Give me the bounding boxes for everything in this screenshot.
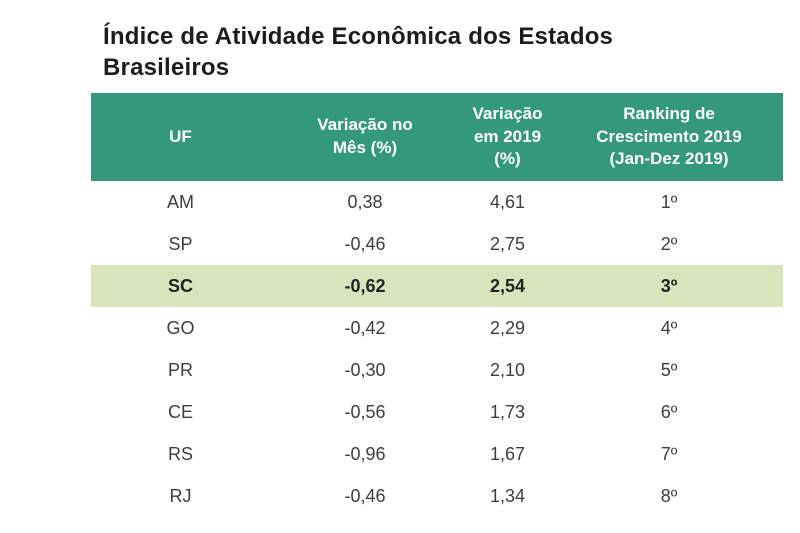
variacao-mes-cell: -0,96 (344, 443, 386, 464)
uf-cell: RJ (169, 485, 192, 506)
variacao-mes-cell: -0,42 (344, 317, 386, 338)
variacao-2019-cell: 2,54 (489, 275, 526, 296)
ranking-cell: 2º (660, 233, 678, 254)
column-header-variacao-mes: Variação no Mês (%) (317, 115, 413, 157)
column-header-variacao-2019: Variação em 2019 (%) (472, 103, 543, 169)
table-row: CE -0,56 1,73 6º (91, 391, 783, 433)
ranking-cell: 3º (660, 275, 678, 296)
ranking-cell: 8º (660, 485, 678, 506)
ranking-cell: 1º (660, 191, 678, 212)
table-row: PR -0,30 2,10 5º (91, 349, 783, 391)
variacao-2019-cell: 2,75 (489, 233, 526, 254)
variacao-mes-cell: -0,56 (344, 401, 386, 422)
ranking-cell: 4º (660, 317, 678, 338)
table-row: GO -0,42 2,29 4º (91, 307, 783, 349)
uf-cell: CE (167, 401, 193, 422)
variacao-2019-cell: 1,34 (489, 485, 526, 506)
table-body: AM 0,38 4,61 1º SP -0,46 2,75 2º SC -0,62 2,54 3º GO… (91, 181, 783, 517)
ranking-cell: 5º (660, 359, 678, 380)
variacao-2019-cell: 2,29 (489, 317, 526, 338)
variacao-mes-cell: 0,38 (347, 191, 383, 212)
variacao-mes-cell: -0,62 (344, 275, 386, 296)
variacao-2019-cell: 4,61 (489, 191, 526, 212)
table-header-row: UF Variação no Mês (%) Variação em 2019 … (91, 93, 783, 181)
uf-cell: SC (167, 275, 193, 296)
variacao-2019-cell: 1,73 (489, 401, 526, 422)
economic-activity-table: UF Variação no Mês (%) Variação em 2019 … (91, 93, 783, 517)
variacao-mes-cell: -0,46 (344, 485, 386, 506)
table-row: RJ -0,46 1,34 8º (91, 475, 783, 517)
variacao-mes-cell: -0,46 (344, 233, 386, 254)
table-row-highlighted: SC -0,62 2,54 3º (91, 265, 783, 307)
column-header-ranking: Ranking de Crescimento 2019 (Jan-Dez 201… (596, 103, 742, 169)
uf-cell: GO (166, 317, 195, 338)
table-row: SP -0,46 2,75 2º (91, 223, 783, 265)
column-header-uf: UF (169, 126, 192, 146)
table-row: AM 0,38 4,61 1º (91, 181, 783, 223)
variacao-mes-cell: -0,30 (344, 359, 386, 380)
uf-cell: PR (167, 359, 193, 380)
uf-cell: RS (167, 443, 193, 464)
ranking-cell: 6º (660, 401, 678, 422)
uf-cell: AM (167, 191, 194, 212)
ranking-cell: 7º (660, 443, 678, 464)
page-title: Índice de Atividade Econômica dos Estado… (103, 23, 614, 81)
uf-cell: SP (168, 233, 193, 254)
variacao-2019-cell: 2,10 (489, 359, 526, 380)
variacao-2019-cell: 1,67 (489, 443, 526, 464)
table-row: RS -0,96 1,67 7º (91, 433, 783, 475)
